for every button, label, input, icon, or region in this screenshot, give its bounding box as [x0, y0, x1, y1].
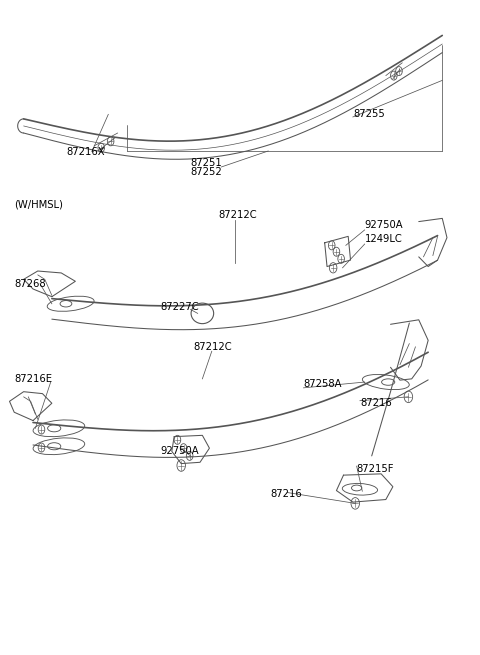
Text: 87215F: 87215F	[357, 464, 394, 474]
Text: 87227C: 87227C	[160, 302, 199, 312]
Text: 87212C: 87212C	[219, 210, 257, 220]
Text: 87252: 87252	[191, 166, 222, 176]
Text: 87255: 87255	[353, 109, 384, 119]
Text: 87251: 87251	[191, 158, 222, 168]
Text: 92750A: 92750A	[365, 220, 403, 230]
Text: 1249LC: 1249LC	[365, 234, 402, 244]
Text: 87216X: 87216X	[66, 147, 105, 157]
Text: 87216: 87216	[271, 489, 302, 499]
Text: 87258A: 87258A	[303, 379, 342, 389]
Text: 87212C: 87212C	[193, 342, 231, 352]
Text: 87216E: 87216E	[14, 374, 52, 384]
Text: 92750A: 92750A	[160, 446, 199, 456]
Text: 87216: 87216	[360, 398, 392, 408]
Text: (W/HMSL): (W/HMSL)	[14, 199, 63, 209]
Text: 87268: 87268	[14, 279, 46, 289]
